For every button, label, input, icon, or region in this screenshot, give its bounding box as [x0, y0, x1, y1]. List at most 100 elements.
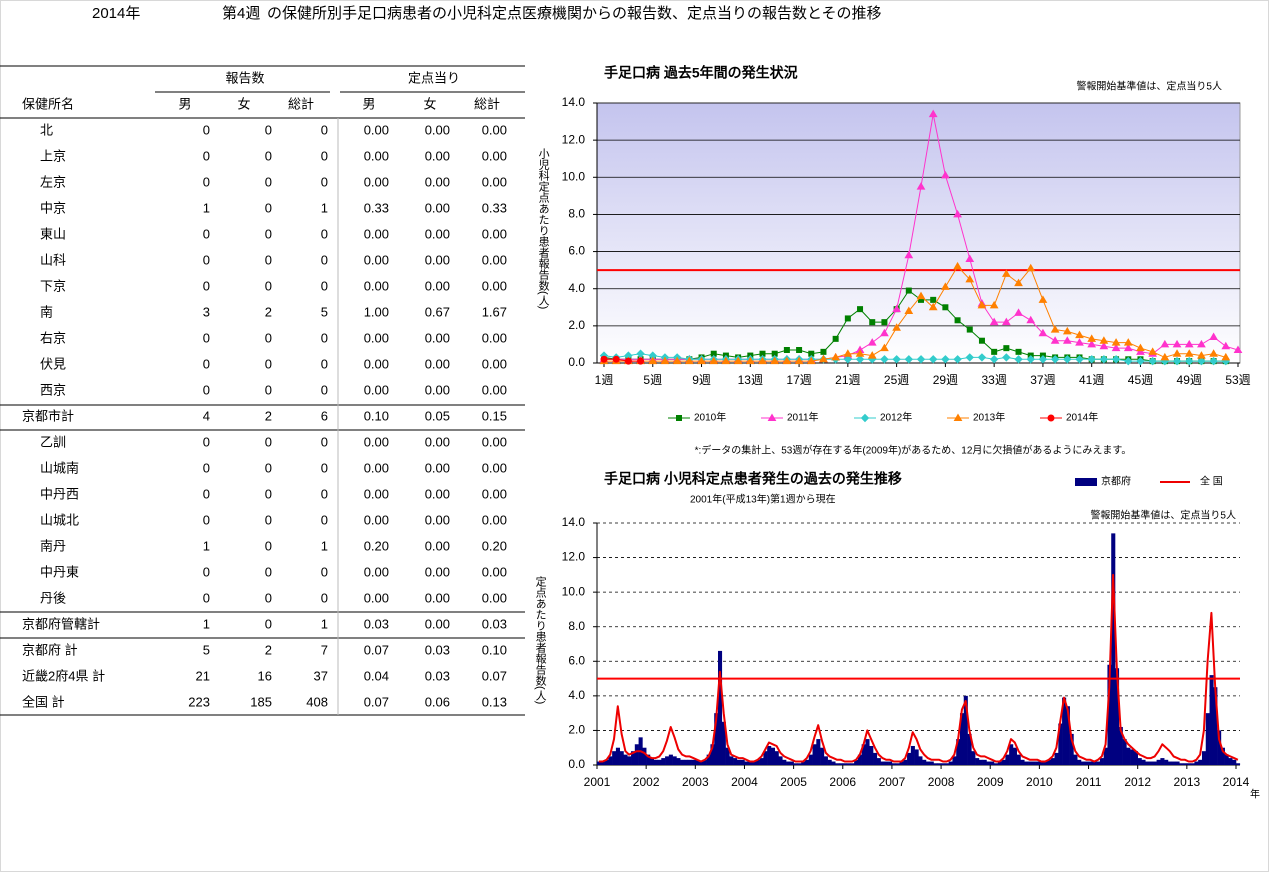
bar [1167, 761, 1173, 765]
series-line [598, 573, 1239, 763]
point-marker [1001, 269, 1011, 277]
table-cell: 2 [265, 642, 272, 657]
table-cell: 0.00 [425, 356, 450, 371]
table-cell: 21 [196, 668, 210, 683]
legend-label: 2013年 [973, 411, 1005, 424]
bar [600, 761, 605, 765]
point-marker [1148, 356, 1157, 366]
bar [835, 763, 840, 765]
table-cell: 0 [321, 278, 328, 293]
point-marker [1160, 352, 1170, 361]
legend-label: 京都府 [1101, 475, 1131, 488]
table-cell: 0 [265, 174, 272, 189]
point-marker [905, 287, 912, 294]
chart-title: 手足口病 小児科定点患者発生の過去の発生推移 [604, 471, 902, 487]
x-tick-label: 41週 [1079, 373, 1104, 387]
y-tick-label: 10.0 [562, 169, 586, 183]
point-marker [1026, 355, 1035, 364]
legend-marker [767, 413, 777, 421]
table-cell: 0.00 [425, 512, 450, 527]
bar [823, 756, 828, 765]
bar [691, 759, 696, 765]
bar [1020, 759, 1025, 765]
point-marker [1221, 341, 1231, 350]
row-name: 京都市計 [22, 408, 74, 423]
bar [710, 744, 715, 765]
point-marker [965, 274, 975, 283]
point-marker [1050, 355, 1060, 364]
report-title: の保健所別手足口病患者の小児科定点医療機関からの報告数、定点当りの報告数とその推… [267, 5, 882, 22]
point-marker [916, 182, 926, 190]
point-marker [1111, 338, 1121, 346]
table-cell: 0.00 [364, 278, 389, 293]
y-tick-label: 8.0 [568, 207, 585, 221]
bar [994, 763, 999, 765]
point-marker [941, 282, 950, 290]
table-cell: 0.00 [364, 252, 389, 267]
table-cell: 0 [203, 174, 210, 189]
table-cell: 0.67 [425, 304, 450, 319]
bar [975, 758, 980, 765]
point-marker [892, 323, 901, 331]
bar [850, 763, 855, 765]
chart-footnote: *:データの集計上、53週が存在する年(2009年)があるため、12月に欠損値が… [695, 444, 1132, 457]
table-cell: 0.00 [425, 278, 450, 293]
point-marker [1136, 347, 1145, 355]
point-marker [857, 306, 864, 313]
bar [752, 761, 757, 765]
x-tick-label: 21週 [835, 373, 860, 387]
row-name: 山城南 [40, 460, 79, 475]
bar [661, 758, 666, 765]
table-cell: 0 [321, 356, 328, 371]
table-cell: 0.33 [482, 200, 507, 215]
y-tick-label: 10.0 [562, 584, 586, 598]
point-marker [1136, 356, 1145, 366]
table-cell: 0 [203, 590, 210, 605]
point-marker [953, 355, 962, 364]
point-marker [843, 355, 853, 364]
point-marker [783, 347, 790, 353]
x-tick-label: 25週 [884, 373, 909, 387]
y-tick-label: 12.0 [562, 132, 586, 146]
bar [865, 739, 870, 765]
y-tick-label: 2.0 [568, 318, 585, 332]
bar [842, 763, 847, 765]
point-marker [928, 109, 938, 118]
group-header: 報告数 [225, 70, 264, 85]
point-marker [1002, 353, 1011, 362]
table-cell: 0 [265, 122, 272, 137]
table-cell: 16 [258, 668, 272, 683]
point-marker [660, 356, 670, 365]
table-rules [0, 65, 525, 716]
point-marker [806, 356, 816, 365]
bar [793, 763, 798, 765]
table-cell: 0.00 [364, 434, 389, 449]
point-marker [892, 355, 901, 364]
table-cell: 0.00 [482, 252, 507, 267]
column-header: 保健所名 [22, 96, 74, 111]
row-name: 上京 [40, 148, 66, 163]
bar [1209, 675, 1214, 765]
bar [1213, 687, 1218, 765]
table-cell: 1.00 [364, 304, 389, 319]
y-tick-label: 8.0 [568, 619, 585, 633]
table-cell: 1 [203, 538, 210, 553]
table-cell: 4 [203, 408, 210, 423]
table-cell: 0 [265, 486, 272, 501]
bar [1088, 761, 1093, 765]
point-marker [1123, 338, 1133, 346]
point-marker [880, 343, 889, 352]
table-cell: 0 [321, 512, 328, 527]
y-tick-label: 6.0 [568, 244, 585, 258]
table-cell: 0.00 [482, 590, 507, 605]
bar [1183, 763, 1188, 765]
bar [1171, 761, 1176, 765]
bar [676, 758, 681, 765]
table-cell: 0.00 [482, 460, 507, 475]
point-marker [989, 300, 999, 309]
x-tick-label: 2005 [780, 775, 807, 789]
table-cell: 0 [203, 122, 210, 137]
x-tick-label: 2001 [584, 775, 611, 789]
table-cell: 0 [203, 434, 210, 449]
row-name: 中丹西 [40, 486, 79, 501]
